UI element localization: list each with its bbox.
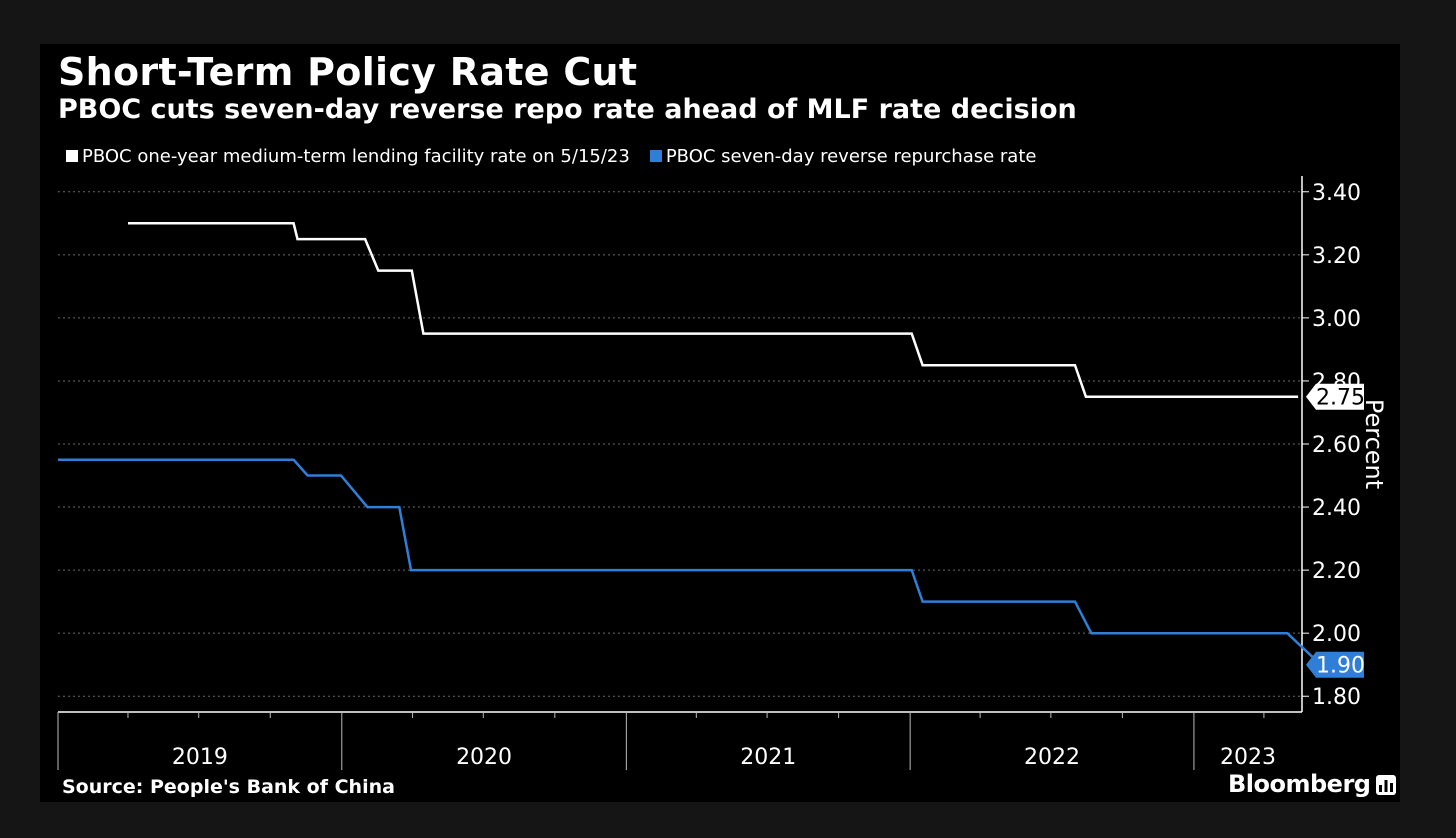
y-tick-label: 2.00 bbox=[1312, 622, 1361, 647]
series-line-mlf bbox=[128, 222, 1299, 398]
y-axis-title: Percent bbox=[1360, 399, 1388, 489]
last-value-flag bbox=[1306, 651, 1364, 678]
legend-swatch-mlf bbox=[66, 150, 78, 162]
line-chart: 3.403.203.002.802.602.402.202.001.80Perc… bbox=[57, 176, 1388, 770]
brand-logo-text: Bloomberg bbox=[1228, 770, 1371, 798]
series-lines bbox=[58, 222, 1322, 666]
legend-item-repo: PBOC seven-day reverse repurchase rate bbox=[649, 145, 1037, 167]
chart-subtitle: PBOC cuts seven-day reverse repo rate ah… bbox=[58, 94, 1077, 125]
y-tick-label: 3.00 bbox=[1312, 307, 1361, 332]
y-tick-label: 3.20 bbox=[1312, 244, 1361, 269]
x-tick-label: 2020 bbox=[456, 745, 512, 770]
x-tick-label: 2021 bbox=[740, 745, 796, 770]
chart-title: Short-Term Policy Rate Cut bbox=[58, 50, 638, 94]
last-value-label: 1.90 bbox=[1316, 654, 1365, 679]
x-tick-label: 2023 bbox=[1220, 745, 1276, 770]
legend-label-mlf: PBOC one-year medium-term lending facili… bbox=[82, 145, 630, 167]
y-tick-label: 3.40 bbox=[1312, 181, 1361, 206]
value-labels: 2.75 1.90 bbox=[1306, 383, 1365, 679]
legend-label-repo: PBOC seven-day reverse repurchase rate bbox=[665, 145, 1037, 167]
legend-swatch-repo bbox=[649, 150, 662, 162]
last-value-flag bbox=[1306, 383, 1364, 410]
source-note: Source: People's Bank of China bbox=[62, 776, 395, 798]
x-tick-label: 2022 bbox=[1024, 745, 1080, 770]
series-line-repo bbox=[58, 458, 1322, 666]
axes: 3.403.203.002.802.602.402.202.001.80Perc… bbox=[57, 176, 1388, 770]
legend-item-mlf: PBOC one-year medium-term lending facili… bbox=[66, 146, 630, 167]
y-tick-label: 2.60 bbox=[1312, 433, 1361, 458]
last-value-label: 2.75 bbox=[1316, 386, 1365, 411]
y-tick-label: 2.20 bbox=[1312, 559, 1361, 584]
chart-card: Short-Term Policy Rate Cut PBOC cuts sev… bbox=[40, 44, 1400, 802]
chart-legend: PBOC one-year medium-term lending facili… bbox=[66, 144, 1056, 168]
y-tick-label: 2.40 bbox=[1312, 496, 1361, 521]
bloomberg-chart-icon bbox=[1376, 775, 1396, 795]
x-tick-label: 2019 bbox=[172, 745, 228, 770]
grid-lines bbox=[58, 191, 1302, 697]
y-tick-label: 1.80 bbox=[1312, 685, 1361, 710]
